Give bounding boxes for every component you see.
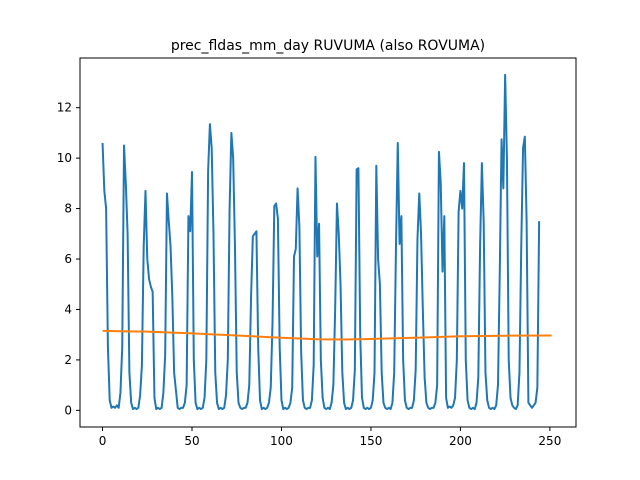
x-tick-label: 50 bbox=[184, 434, 199, 448]
x-tick-label: 0 bbox=[99, 434, 107, 448]
x-axis: 0 50 100 150 200 250 bbox=[99, 427, 561, 448]
chart-title: prec_fldas_mm_day RUVUMA (also ROVUMA) bbox=[171, 38, 485, 54]
y-tick-label: 8 bbox=[64, 202, 72, 216]
x-tick-label: 200 bbox=[449, 434, 472, 448]
y-tick-label: 4 bbox=[64, 302, 72, 316]
series-line-2 bbox=[102, 329, 552, 341]
y-tick-label: 0 bbox=[64, 403, 72, 417]
y-tick-label: 10 bbox=[57, 151, 72, 165]
y-axis: 0 2 4 6 8 10 12 bbox=[57, 101, 80, 417]
x-tick-label: 150 bbox=[359, 434, 382, 448]
plot-area bbox=[101, 73, 552, 411]
x-tick-label: 100 bbox=[270, 434, 293, 448]
x-tick-label: 250 bbox=[538, 434, 561, 448]
axes-frame bbox=[79, 57, 577, 428]
series-line-1 bbox=[101, 73, 541, 411]
y-tick-label: 2 bbox=[64, 353, 72, 367]
y-tick-label: 6 bbox=[64, 252, 72, 266]
y-tick-label: 12 bbox=[57, 101, 72, 115]
